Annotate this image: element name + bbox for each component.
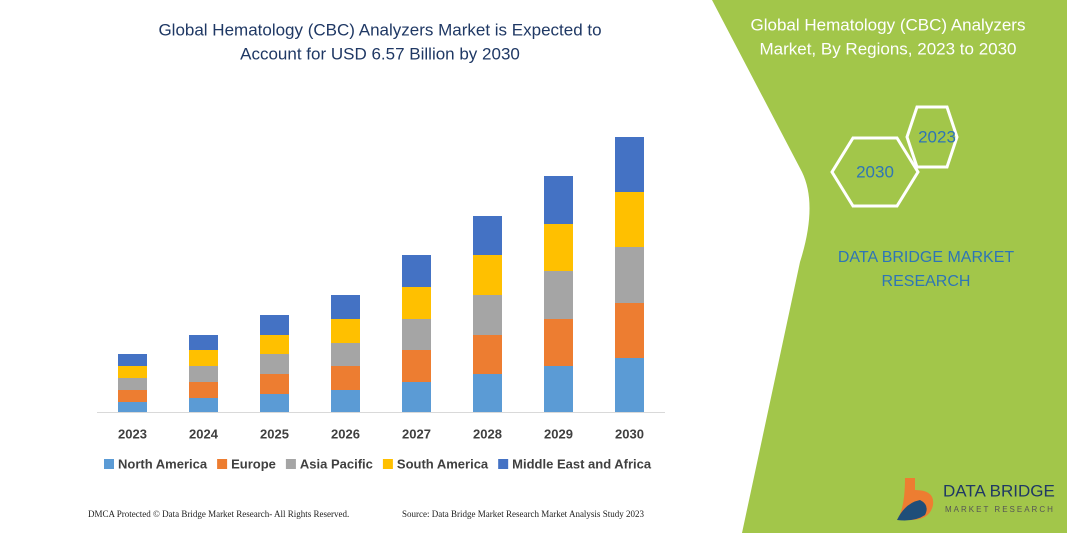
logo-tagline: MARKET RESEARCH <box>945 505 1055 514</box>
bar-segment <box>331 366 360 390</box>
legend-label: Europe <box>231 456 276 471</box>
legend-label: Asia Pacific <box>300 456 373 471</box>
brand-text: RESEARCH <box>882 273 971 290</box>
x-tick-label: 2026 <box>331 426 360 441</box>
bar-segment <box>544 319 573 366</box>
bar-segment <box>260 374 289 394</box>
bar-segment <box>615 192 644 247</box>
x-tick-label: 2027 <box>402 426 431 441</box>
bar-segment <box>118 378 147 390</box>
legend-label: North America <box>118 456 208 471</box>
bar-segment <box>615 358 644 412</box>
bar-segment <box>615 303 644 358</box>
bar-segment <box>189 382 218 398</box>
bar-segment <box>473 295 502 335</box>
legend-label: South America <box>397 456 489 471</box>
bar-segment <box>402 287 431 319</box>
bar-segment <box>402 255 431 287</box>
bar-segment <box>260 354 289 374</box>
bar-segment <box>189 350 218 366</box>
bar-segment <box>402 319 431 350</box>
footer-source: Source: Data Bridge Market Research Mark… <box>402 509 644 519</box>
legend: North America Europe Asia Pacific South Ame… <box>104 456 652 471</box>
side-title: Global Hematology (CBC) Analyzers <box>751 15 1026 34</box>
x-tick-label: 2025 <box>260 426 289 441</box>
logo-icon <box>897 500 927 521</box>
bar-segment <box>331 295 360 319</box>
x-tick-label: 2029 <box>544 426 573 441</box>
bar-segment <box>189 335 218 350</box>
legend-swatch <box>217 459 228 469</box>
x-tick-label: 2023 <box>118 426 147 441</box>
bar-segment <box>260 315 289 335</box>
bar-segment <box>544 366 573 412</box>
bar-segment <box>118 366 147 378</box>
bar-segment <box>331 343 360 366</box>
legend-swatch <box>382 459 393 469</box>
legend-swatch <box>498 459 509 469</box>
bar-segment <box>118 390 147 402</box>
bar-segment <box>544 224 573 271</box>
logo-name: DATA BRIDGE <box>943 481 1055 500</box>
hexagon <box>905 105 959 169</box>
side-panel-bg <box>712 0 1067 533</box>
footer-dmca: DMCA Protected © Data Bridge Market Rese… <box>88 509 349 519</box>
side-title: Market, By Regions, 2023 to 2030 <box>759 39 1016 58</box>
x-tick-label: 2024 <box>189 426 219 441</box>
bar-segment <box>473 335 502 374</box>
x-tick-label: 2028 <box>473 426 502 441</box>
bar-segment <box>260 394 289 412</box>
bar-segment <box>615 137 644 192</box>
bar-segment <box>189 366 218 382</box>
chart-title: Account for USD 6.57 Billion by 2030 <box>240 44 520 63</box>
bar-segment <box>473 374 502 412</box>
hex-label: 2030 <box>856 162 894 181</box>
bar-segment <box>189 398 218 412</box>
brand-text: DATA BRIDGE MARKET <box>838 249 1015 266</box>
hexagon <box>830 136 920 208</box>
bar-segment <box>544 271 573 319</box>
bar-segment <box>473 216 502 255</box>
legend-swatch <box>104 459 114 469</box>
bar-segment <box>473 255 502 295</box>
plot <box>118 137 644 412</box>
x-tick-label: 2030 <box>615 426 644 441</box>
bar-segment <box>260 335 289 354</box>
chart-title: Global Hematology (CBC) Analyzers Market… <box>158 20 601 39</box>
legend-label: Middle East and Africa <box>512 456 652 471</box>
bar-segment <box>331 319 360 343</box>
bar-segment <box>402 382 431 412</box>
bar-segment <box>118 354 147 366</box>
bar-segment <box>615 247 644 303</box>
bar-segment <box>331 390 360 412</box>
bar-segment <box>118 402 147 412</box>
bar-segment <box>544 176 573 224</box>
legend-swatch <box>285 459 296 469</box>
hex-label: 2023 <box>918 127 956 146</box>
bar-segment <box>402 350 431 382</box>
